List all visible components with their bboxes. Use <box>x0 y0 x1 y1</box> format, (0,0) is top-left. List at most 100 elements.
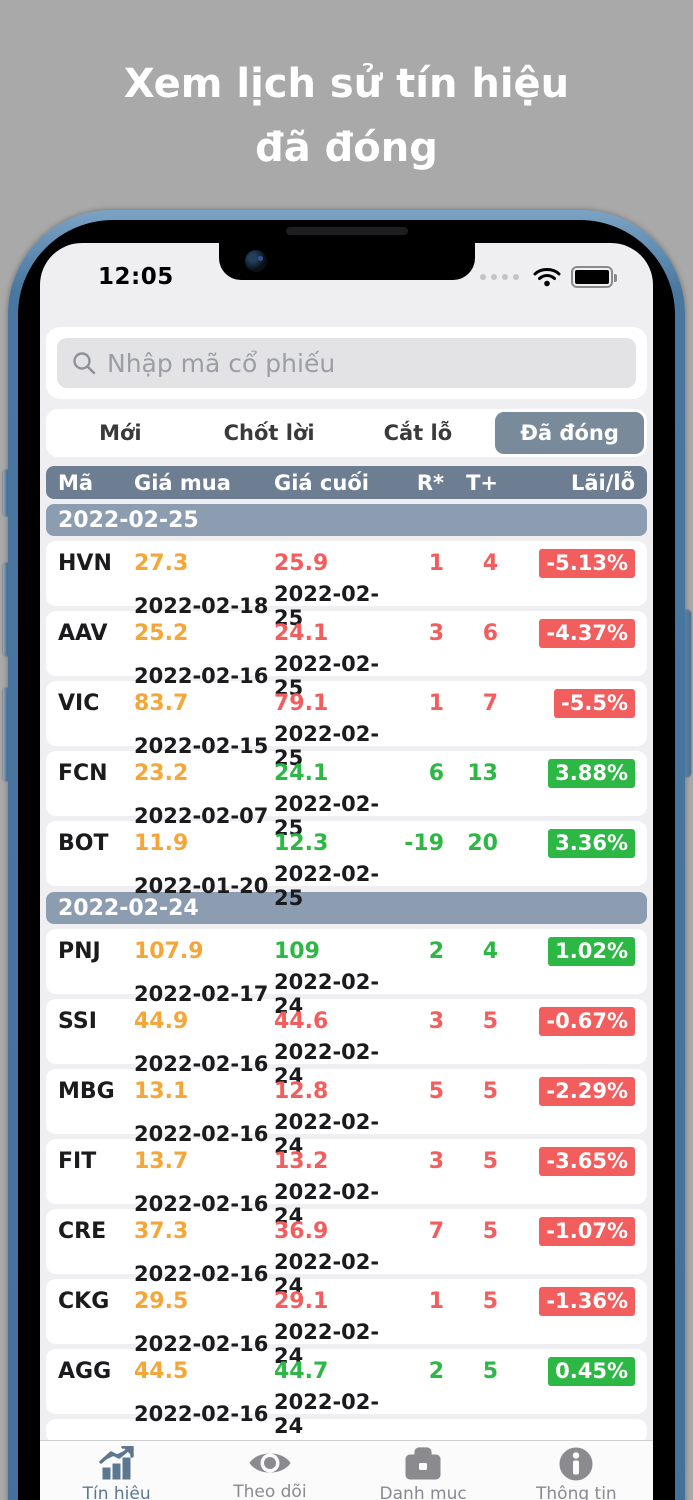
row-r-value: 7 <box>428 1219 444 1244</box>
row-pl-badge: 0.45% <box>548 1357 635 1386</box>
briefcase-icon <box>405 1447 441 1480</box>
row-buy-price: 11.9 <box>134 831 189 856</box>
tabbar-item-thong-tin[interactable]: Thông tin <box>500 1441 653 1500</box>
row-t-value: 5 <box>482 1289 498 1314</box>
signal-row[interactable]: VIC 83.7 79.1 1 7 -5.5% 2022-02-15 2022-… <box>46 681 647 770</box>
signal-row[interactable]: AGG 44.5 44.7 2 5 0.45% 2022-02-16 2022-… <box>46 1349 647 1438</box>
signal-row[interactable]: FCN 23.2 24.1 6 13 3.88% 2022-02-07 2022… <box>46 751 647 840</box>
row-buy-date: 2022-02-16 <box>134 1402 269 1426</box>
row-buy-price: 44.5 <box>134 1359 189 1384</box>
row-last-price: 13.2 <box>274 1149 329 1174</box>
row-pl-badge: -4.37% <box>539 619 635 648</box>
cellular-signal-icon <box>480 274 519 280</box>
speaker-slot <box>285 227 408 235</box>
row-r-value: 3 <box>428 621 444 646</box>
row-buy-date: 2022-01-20 <box>134 874 269 898</box>
row-close-date: 2022-02-24 <box>274 1320 380 1368</box>
search-icon <box>73 352 96 375</box>
row-symbol: AGG <box>58 1359 112 1384</box>
header-r: R* <box>416 470 444 495</box>
row-close-date: 2022-02-25 <box>274 722 380 770</box>
row-buy-price: 27.3 <box>134 551 189 576</box>
row-close-date: 2022-02-24 <box>274 1180 380 1228</box>
row-last-price: 44.7 <box>274 1359 329 1384</box>
search-card: Nhập mã cổ phiếu <box>46 327 647 399</box>
row-buy-date: 2022-02-07 <box>134 804 269 828</box>
tab-chot-loi[interactable]: Chốt lời <box>223 421 315 445</box>
row-pl-badge: 3.36% <box>548 829 635 858</box>
header-profit-loss: Lãi/lỗ <box>570 470 635 495</box>
signal-row[interactable]: CRE 37.3 36.9 7 5 -1.07% 2022-02-16 2022… <box>46 1209 647 1298</box>
tabbar-item-danh-muc[interactable]: Danh mục <box>347 1441 500 1500</box>
tab-da-dong[interactable]: Đã đóng <box>495 412 644 454</box>
tab-cat-lo[interactable]: Cắt lỗ <box>383 421 453 445</box>
signal-row[interactable]: PNJ 107.9 109 2 4 1.02% 2022-02-17 2022-… <box>46 929 647 1018</box>
row-buy-price: 23.2 <box>134 761 189 786</box>
row-t-value: 13 <box>467 761 498 786</box>
signal-row[interactable]: FIT 13.7 13.2 3 5 -3.65% 2022-02-16 2022… <box>46 1139 647 1228</box>
row-symbol: PNJ <box>58 939 101 964</box>
row-buy-price: 25.2 <box>134 621 189 646</box>
signal-row[interactable]: HVN 27.3 25.9 1 4 -5.13% 2022-02-18 2022… <box>46 541 647 630</box>
row-pl-badge: -5.5% <box>554 689 635 718</box>
row-buy-date: 2022-02-16 <box>134 664 269 688</box>
row-close-date: 2022-02-24 <box>274 1110 380 1158</box>
date-header: 2022-02-24 <box>46 892 647 924</box>
tabbar-item-tin-hieu[interactable]: Tín hiệu <box>40 1441 193 1500</box>
wifi-icon <box>533 268 561 287</box>
row-t-value: 5 <box>482 1079 498 1104</box>
tab-moi[interactable]: Mới <box>99 421 142 445</box>
row-pl-badge: -3.65% <box>539 1147 635 1176</box>
phone-power-button <box>683 610 691 777</box>
row-r-value: 3 <box>428 1009 444 1034</box>
row-close-date: 2022-02-25 <box>274 582 380 630</box>
row-t-value: 5 <box>482 1149 498 1174</box>
filter-tabs: Mới Chốt lời Cắt lỗ Đã đóng <box>46 409 647 457</box>
row-symbol: CKG <box>58 1289 110 1314</box>
row-t-value: 20 <box>467 831 498 856</box>
row-buy-price: 83.7 <box>134 691 189 716</box>
tabbar-item-theo-doi[interactable]: Theo dõi <box>193 1441 346 1500</box>
table-header: Mã Giá mua Giá cuối R* T+ Lãi/lỗ <box>46 466 647 499</box>
row-close-date: 2022-02-24 <box>274 970 380 1018</box>
signal-row[interactable]: AAV 25.2 24.1 3 6 -4.37% 2022-02-16 2022… <box>46 611 647 700</box>
row-t-value: 7 <box>482 691 498 716</box>
row-pl-badge: -5.13% <box>539 549 635 578</box>
signal-row[interactable]: SSI 44.9 44.6 3 5 -0.67% 2022-02-16 2022… <box>46 999 647 1088</box>
row-symbol: MBG <box>58 1079 115 1104</box>
signal-row[interactable]: MBG 13.1 12.8 5 5 -2.29% 2022-02-16 2022… <box>46 1069 647 1158</box>
signal-row[interactable]: BOT 11.9 12.3 -19 20 3.36% 2022-01-20 20… <box>46 821 647 910</box>
section-rows: PNJ 107.9 109 2 4 1.02% 2022-02-17 2022-… <box>46 929 647 1438</box>
row-buy-date: 2022-02-16 <box>134 1262 269 1286</box>
row-close-date: 2022-02-25 <box>274 792 380 840</box>
search-input[interactable]: Nhập mã cổ phiếu <box>57 338 636 388</box>
page-title-line1: Xem lịch sử tín hiệu <box>123 61 570 107</box>
row-r-value: 1 <box>428 1289 444 1314</box>
tabbar-label: Tín hiệu <box>82 1484 151 1500</box>
tabbar-label: Danh mục <box>379 1484 467 1500</box>
row-r-value: 5 <box>428 1079 444 1104</box>
row-last-price: 109 <box>274 939 320 964</box>
row-r-value: 1 <box>428 691 444 716</box>
header-symbol: Mã <box>58 470 94 495</box>
row-close-date: 2022-02-25 <box>274 862 380 910</box>
notch <box>218 243 475 280</box>
header-last-price: Giá cuối <box>274 470 369 495</box>
row-close-date: 2022-02-24 <box>274 1040 380 1088</box>
row-close-date: 2022-02-25 <box>274 652 380 700</box>
row-partial <box>46 1419 647 1443</box>
row-last-price: 79.1 <box>274 691 329 716</box>
signal-row[interactable]: CKG 29.5 29.1 1 5 -1.36% 2022-02-16 2022… <box>46 1279 647 1368</box>
phone-volume-down-button <box>3 688 11 781</box>
header-buy-price: Giá mua <box>134 470 231 495</box>
row-t-value: 4 <box>482 939 498 964</box>
row-symbol: HVN <box>58 551 112 576</box>
row-buy-price: 44.9 <box>134 1009 189 1034</box>
search-placeholder: Nhập mã cổ phiếu <box>107 348 336 378</box>
row-buy-date: 2022-02-16 <box>134 1122 269 1146</box>
tabbar-label: Thông tin <box>536 1484 617 1500</box>
row-close-date: 2022-02-24 <box>274 1250 380 1298</box>
row-buy-price: 13.1 <box>134 1079 189 1104</box>
page-title-line2: đã đóng <box>255 125 438 171</box>
row-symbol: BOT <box>58 831 109 856</box>
